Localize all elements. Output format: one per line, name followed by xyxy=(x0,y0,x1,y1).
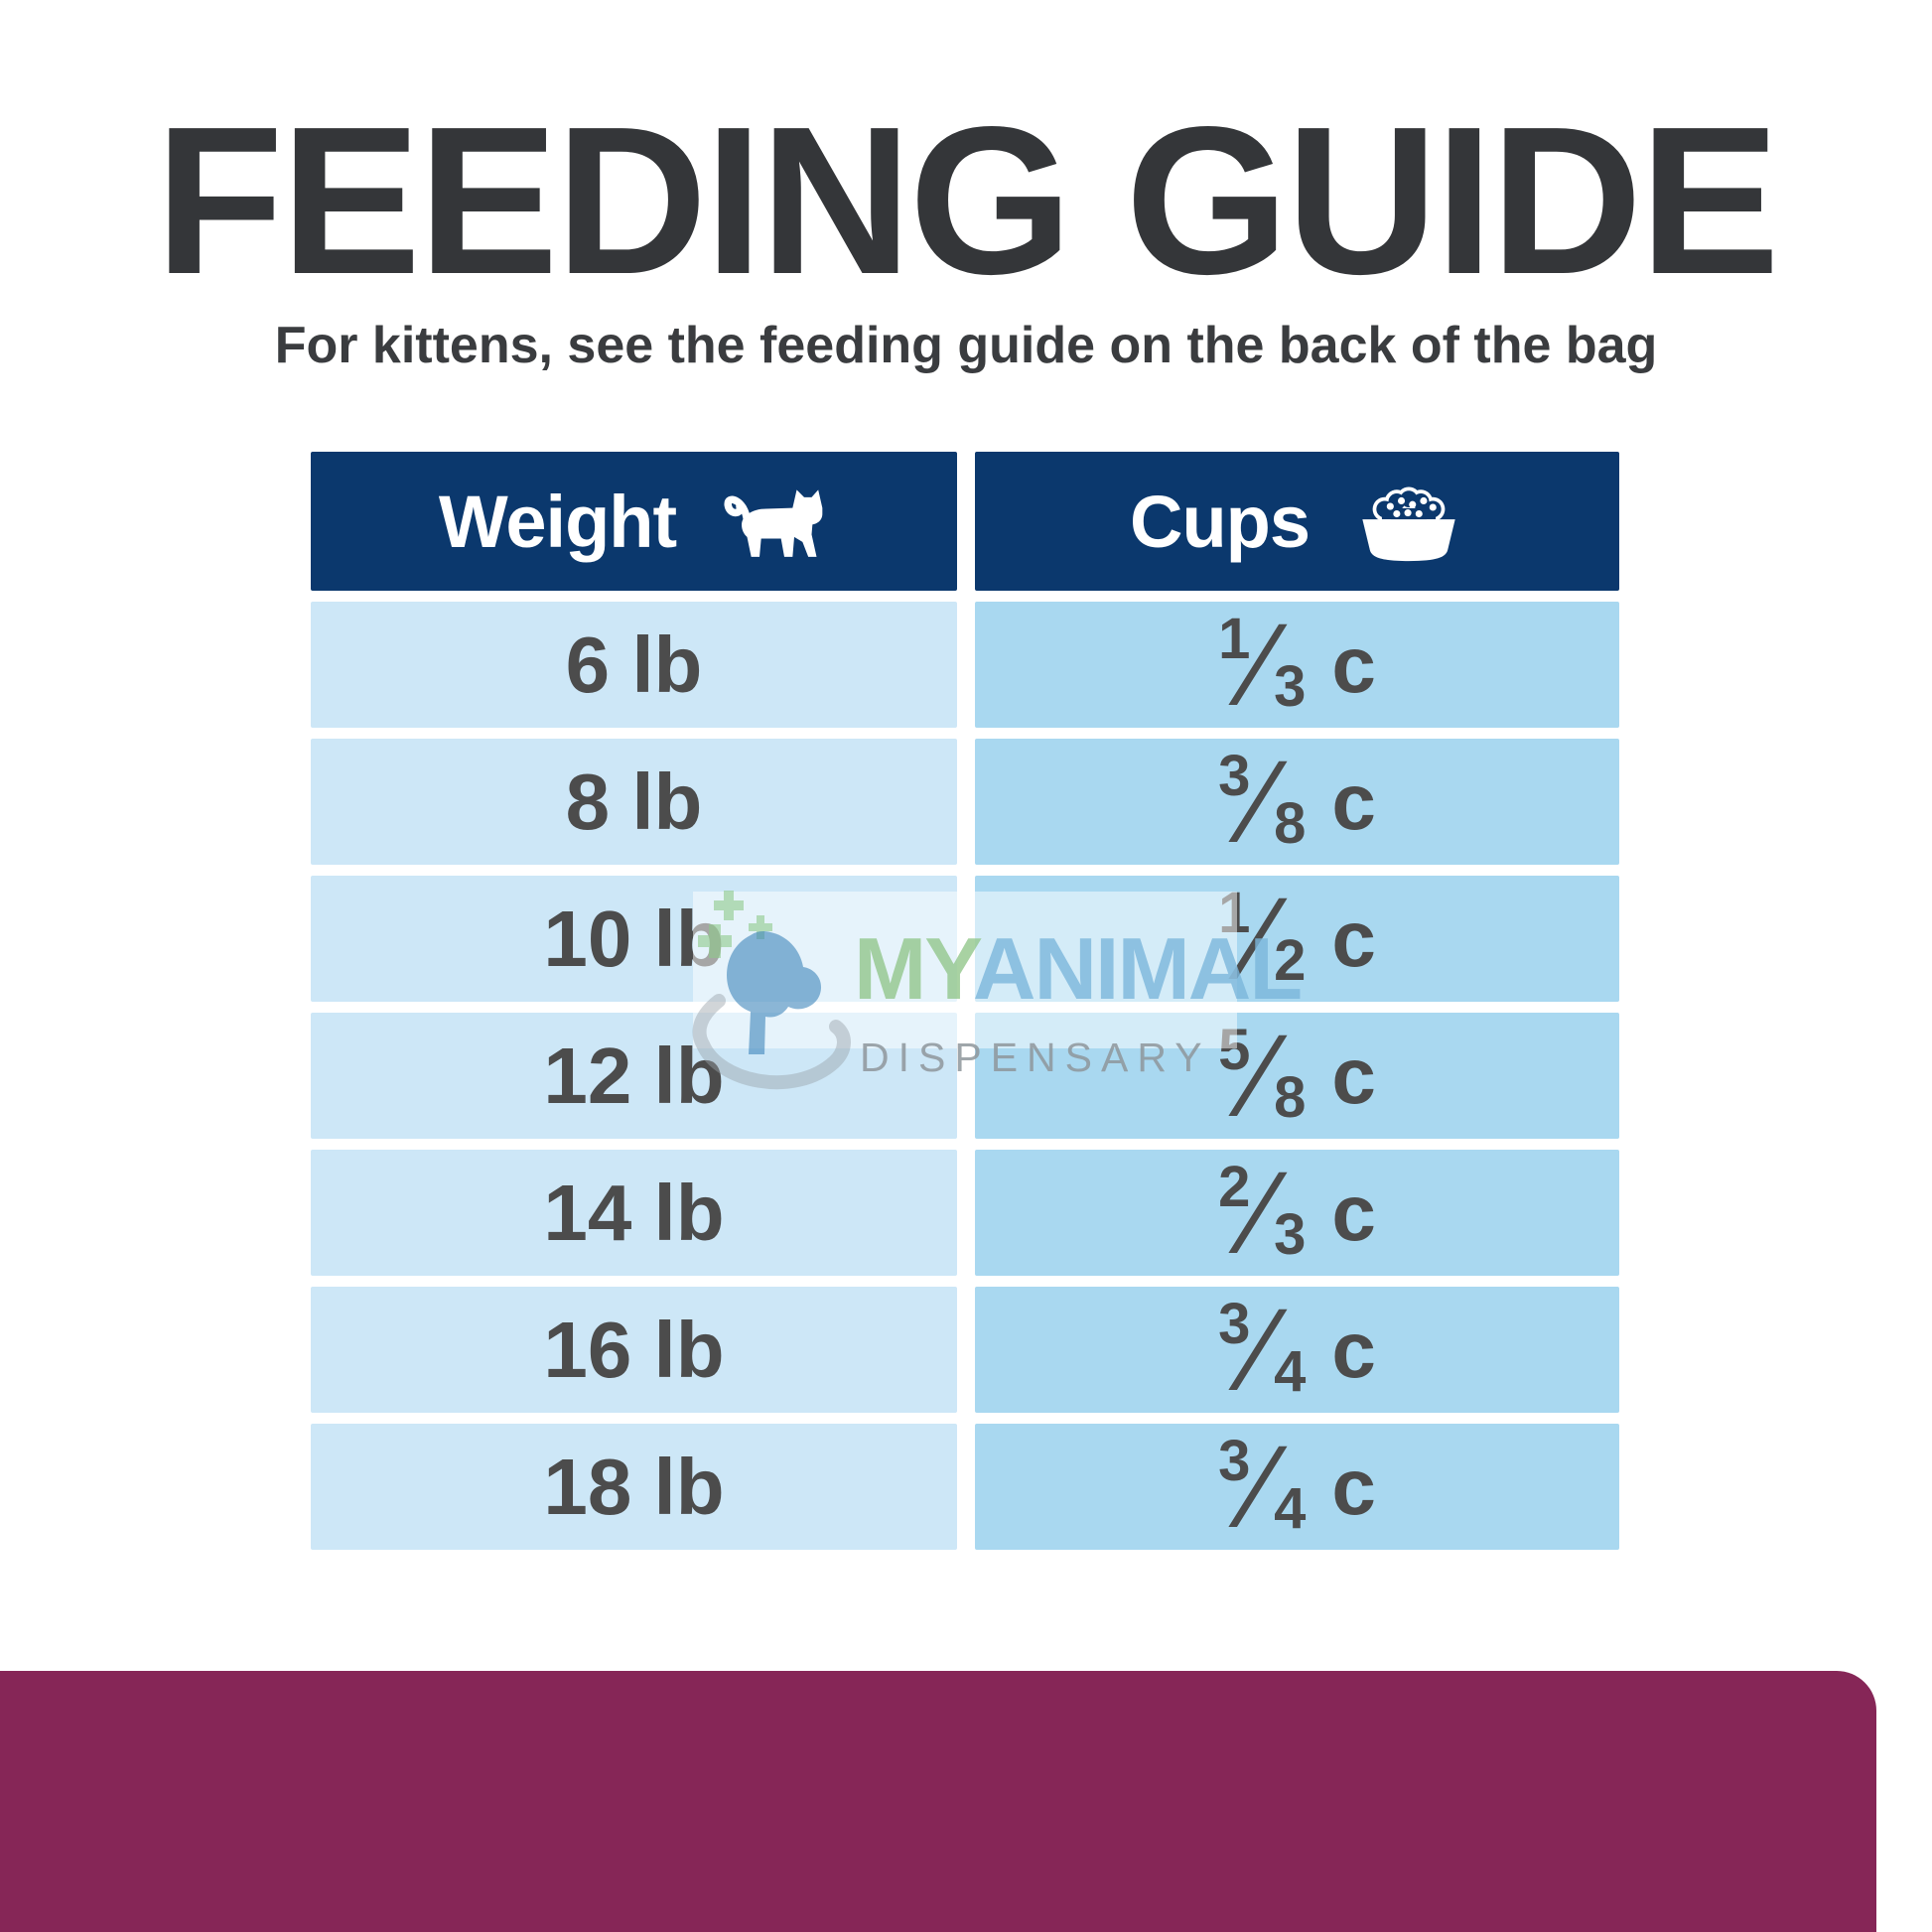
cups-fraction: 2 ⁄ 3 xyxy=(1218,1147,1307,1279)
table-row-weight-cell: 10 lb xyxy=(311,876,957,1002)
cups-value: 1 ⁄ 3 c xyxy=(1218,599,1376,731)
cups-value: 3 ⁄ 8 c xyxy=(1218,736,1376,868)
cups-unit: c xyxy=(1331,757,1376,846)
weight-value: 14 lb xyxy=(543,1168,725,1257)
cups-unit: c xyxy=(1331,620,1376,709)
table-row-cups-cell: 1 ⁄ 2 c xyxy=(975,876,1619,1002)
cups-unit: c xyxy=(1331,1305,1376,1394)
page-title: FEEDING GUIDE xyxy=(155,82,1780,318)
cat-icon xyxy=(724,489,823,557)
table-row-weight-cell: 8 lb xyxy=(311,739,957,865)
table-row-cups-cell: 3 ⁄ 4 c xyxy=(975,1424,1619,1550)
cups-value: 3 ⁄ 4 c xyxy=(1218,1421,1376,1553)
cups-unit: c xyxy=(1331,894,1376,983)
table-row-cups-cell: 3 ⁄ 4 c xyxy=(975,1287,1619,1413)
table-row-cups-cell: 2 ⁄ 3 c xyxy=(975,1150,1619,1276)
cups-unit: c xyxy=(1331,1031,1376,1120)
table-row-weight-cell: 16 lb xyxy=(311,1287,957,1413)
weight-value: 6 lb xyxy=(565,620,703,709)
table-header-cups: Cups xyxy=(975,452,1619,591)
weight-value: 16 lb xyxy=(543,1305,725,1394)
cups-value: 1 ⁄ 2 c xyxy=(1218,873,1376,1005)
table-row-weight-cell: 12 lb xyxy=(311,1013,957,1139)
cups-unit: c xyxy=(1331,1442,1376,1531)
weight-header-label: Weight xyxy=(438,480,677,563)
cups-fraction: 3 ⁄ 8 xyxy=(1218,736,1307,868)
cups-value: 3 ⁄ 4 c xyxy=(1218,1284,1376,1416)
table-row-cups-cell: 1 ⁄ 3 c xyxy=(975,602,1619,728)
weight-value: 8 lb xyxy=(565,757,703,846)
table-row-cups-cell: 3 ⁄ 8 c xyxy=(975,739,1619,865)
cups-fraction: 5 ⁄ 8 xyxy=(1218,1010,1307,1142)
table-row-weight-cell: 18 lb xyxy=(311,1424,957,1550)
feeding-table: Weight Cups 6 lb 1 ⁄ 3 xyxy=(311,452,1619,1550)
table-row-weight-cell: 6 lb xyxy=(311,602,957,728)
page-subtitle: For kittens, see the feeding guide on th… xyxy=(274,317,1658,374)
table-row-weight-cell: 14 lb xyxy=(311,1150,957,1276)
weight-value: 18 lb xyxy=(543,1442,725,1531)
cups-header-label: Cups xyxy=(1130,480,1311,563)
table-header-weight: Weight xyxy=(311,452,957,591)
bottom-accent-bar xyxy=(0,1671,1876,1932)
food-bowl-icon xyxy=(1362,486,1455,562)
cups-fraction: 3 ⁄ 4 xyxy=(1218,1421,1307,1553)
cups-unit: c xyxy=(1331,1168,1376,1257)
weight-value: 10 lb xyxy=(543,894,725,983)
weight-value: 12 lb xyxy=(543,1031,725,1120)
cups-value: 2 ⁄ 3 c xyxy=(1218,1147,1376,1279)
cups-fraction: 1 ⁄ 2 xyxy=(1218,873,1307,1005)
cups-value: 5 ⁄ 8 c xyxy=(1218,1010,1376,1142)
table-row-cups-cell: 5 ⁄ 8 c xyxy=(975,1013,1619,1139)
cups-fraction: 3 ⁄ 4 xyxy=(1218,1284,1307,1416)
cups-fraction: 1 ⁄ 3 xyxy=(1218,599,1307,731)
